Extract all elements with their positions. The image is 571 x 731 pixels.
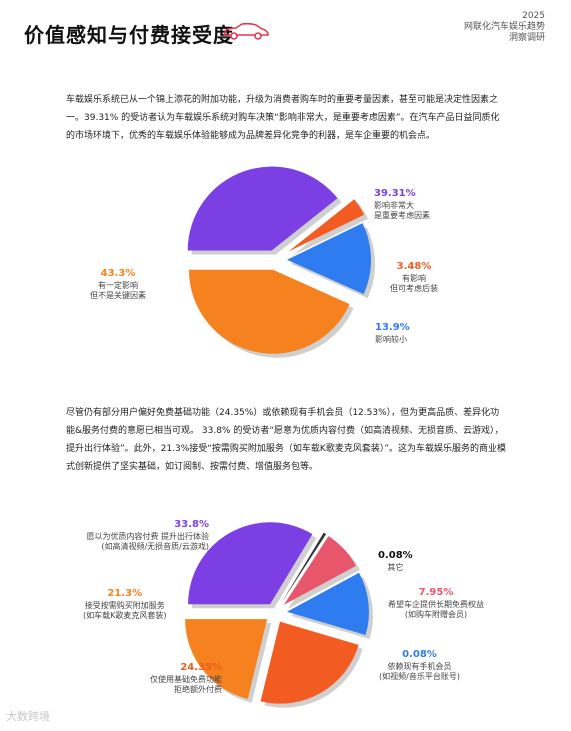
pie2-label-4: 24.35% 仅使用基础免费功能 拒绝额外付费 xyxy=(150,661,222,695)
pie2-desc-0a: 愿以为优质内容付费 提升出行体验 xyxy=(86,532,209,541)
pie2-value-3: 0.08% xyxy=(402,649,437,660)
pie2-desc-4b: 拒绝额外付费 xyxy=(174,685,222,694)
pie2-desc-0b: (如高清视频/无损音质/云游戏) xyxy=(101,542,209,551)
car-icon xyxy=(223,22,269,40)
pie1-value-2: 13.9% xyxy=(375,322,410,333)
pie1-desc-0b: 是重要考虑因素 xyxy=(374,211,430,220)
pie2-desc-5a: 接受按需购买附加服务 xyxy=(84,601,165,610)
pie2-slice-0 xyxy=(188,522,313,605)
pie2-desc-2a: 希望车企提供长期免费权益 xyxy=(388,600,484,609)
pie1-desc-3a: 有一定影响 xyxy=(98,281,138,290)
pie2-slice-3 xyxy=(286,572,369,635)
pie2-desc-4a: 仅使用基础免费功能 xyxy=(150,675,222,684)
pie1-desc-2a: 影响较小 xyxy=(375,335,407,344)
watermark: 大数跨境 xyxy=(6,710,50,723)
pie2-label-1: 0.08% 其它 xyxy=(378,549,413,573)
pie1-label-2: 13.9% 影响较小 xyxy=(375,321,410,345)
pie-chart-payment-willingness xyxy=(185,522,373,708)
report-year: 2025 xyxy=(522,11,545,21)
pie2-label-5: 21.3% 接受按需购买附加服务 (如车载K歌麦克风套装) xyxy=(83,587,167,621)
pie1-label-1: 3.48% 有影响 但可考虑后装 xyxy=(390,260,438,294)
pie2-value-0: 33.8% xyxy=(174,519,209,530)
pie2-value-4: 24.35% xyxy=(180,662,222,673)
pie2-slice-4 xyxy=(260,621,359,704)
intro-paragraph: 车载娱乐系统已从一个锦上添花的附加功能，升级为消费者购车时的重要考量因素，甚至可… xyxy=(66,95,500,141)
pie2-value-5: 21.3% xyxy=(107,588,143,599)
pie1-slice-2 xyxy=(286,223,371,295)
pie2-label-3: 0.08% 依赖现有手机会员 (如视频/音乐平台账号) xyxy=(379,648,460,682)
pie2-desc-3a: 依赖现有手机会员 xyxy=(387,662,452,671)
pie1-desc-3b: 但不是关键因素 xyxy=(90,291,146,300)
pie1-value-3: 43.3% xyxy=(100,268,136,279)
pie-chart-purchase-impact xyxy=(187,166,375,358)
report-subtitle-1: 网联化汽车娱乐趋势 xyxy=(463,22,545,32)
pie1-slice-3 xyxy=(188,269,350,354)
pie2-slice-5 xyxy=(185,619,268,699)
pie2-value-2: 7.95% xyxy=(418,587,454,598)
pie1-slice-0 xyxy=(187,166,338,251)
report-badge: 2025 网联化汽车娱乐趋势 洞察调研 xyxy=(464,11,545,44)
pie2-label-2: 7.95% 希望车企提供长期免费权益 (如购车附赠会员) xyxy=(388,586,484,620)
pie2-desc-3b: (如视频/音乐平台账号) xyxy=(379,672,460,681)
pie2-value-1: 0.08% xyxy=(378,550,413,561)
pie2-slice-1 xyxy=(281,532,327,603)
report-subtitle-2: 洞察调研 xyxy=(508,33,545,43)
pie1-value-0: 39.31% xyxy=(374,188,416,199)
pie2-desc-2b: (如购车附赠会员) xyxy=(404,610,468,619)
pie1-desc-1a: 有影响 xyxy=(402,274,426,283)
pie2-slice-2 xyxy=(283,536,356,605)
pie2-desc-5b: (如车载K歌麦克风套装) xyxy=(83,611,167,620)
pie1-value-1: 3.48% xyxy=(396,261,432,272)
pie2-label-0: 33.8% 愿以为优质内容付费 提升出行体验 (如高清视频/无损音质/云游戏) xyxy=(86,518,209,552)
pie1-label-3: 43.3% 有一定影响 但不是关键因素 xyxy=(90,267,146,301)
page-title: 价值感知与付费接受度 xyxy=(24,23,234,47)
payment-paragraph: 尽管仍有部分用户偏好免费基础功能（24.35%）或依赖现有手机会员（12.53%… xyxy=(66,408,506,472)
pie1-slice-1 xyxy=(288,199,365,252)
pie1-desc-1b: 但可考虑后装 xyxy=(390,284,438,293)
pie1-label-0: 39.31% 影响非常大 是重要考虑因素 xyxy=(374,187,430,221)
pie2-desc-1a: 其它 xyxy=(387,563,404,572)
pie1-desc-0a: 影响非常大 xyxy=(374,201,414,210)
